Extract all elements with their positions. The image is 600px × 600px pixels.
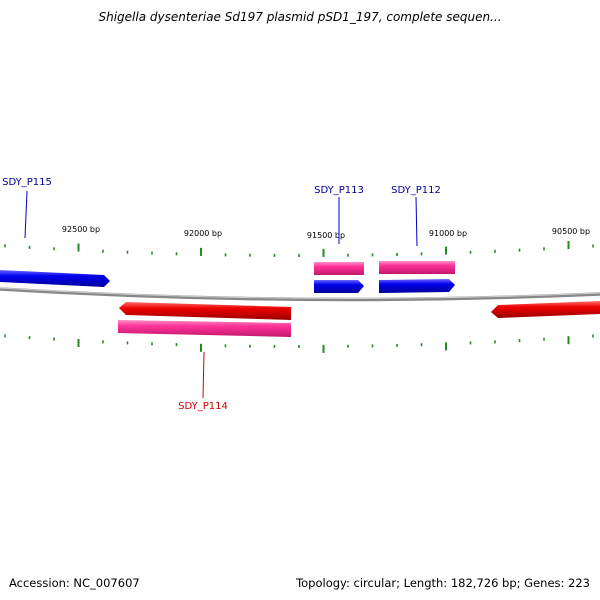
gene-label[interactable]: SDY_P114: [178, 401, 228, 412]
scale-label: 91500 bp: [307, 231, 345, 240]
gene-red-left[interactable]: [119, 302, 291, 320]
gene-pink-p114[interactable]: [118, 320, 291, 337]
gene-pink-p112[interactable]: [379, 261, 455, 274]
gene-blue-left[interactable]: [0, 270, 110, 287]
scale-label: 92000 bp: [184, 229, 222, 238]
genome-summary: Topology: circular; Length: 182,726 bp; …: [296, 576, 590, 590]
accession-text: Accession: NC_007607: [9, 576, 140, 590]
scale-label: 91000 bp: [429, 229, 467, 238]
tick-row-bottom: [4, 334, 594, 353]
backbone-highlight: [0, 287, 600, 299]
tick-row-top: [4, 241, 594, 257]
gene-label[interactable]: SDY_P113: [314, 185, 364, 196]
gene-label[interactable]: SDY_P115: [2, 177, 52, 188]
scale-label: 92500 bp: [62, 225, 100, 234]
leader-line-sdy-p115: [24, 190, 28, 239]
gene-blue-p113[interactable]: [314, 280, 364, 293]
leader-line-sdy-p112: [415, 196, 418, 247]
gene-pink-p113[interactable]: [314, 262, 364, 275]
leader-line-sdy-p114: [202, 351, 205, 399]
backbone-arc: [0, 287, 600, 302]
page-title: Shigella dysenteriae Sd197 plasmid pSD1_…: [98, 10, 502, 24]
gene-label[interactable]: SDY_P112: [391, 185, 441, 196]
scale-label: 90500 bp: [552, 227, 590, 236]
gene-blue-p112[interactable]: [379, 279, 455, 293]
gene-red-right[interactable]: [491, 301, 600, 318]
